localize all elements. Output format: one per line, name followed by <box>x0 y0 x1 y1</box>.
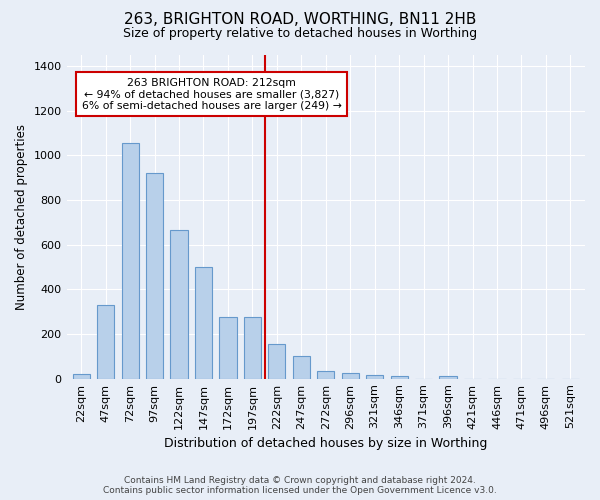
Text: Size of property relative to detached houses in Worthing: Size of property relative to detached ho… <box>123 28 477 40</box>
Bar <box>317 371 334 378</box>
Bar <box>146 174 163 378</box>
Bar <box>268 344 286 378</box>
Bar <box>293 356 310 378</box>
Bar <box>97 305 114 378</box>
Bar <box>391 376 407 378</box>
Text: 263, BRIGHTON ROAD, WORTHING, BN11 2HB: 263, BRIGHTON ROAD, WORTHING, BN11 2HB <box>124 12 476 28</box>
Bar <box>73 374 90 378</box>
Bar <box>341 373 359 378</box>
Bar <box>244 318 261 378</box>
Text: 263 BRIGHTON ROAD: 212sqm
← 94% of detached houses are smaller (3,827)
6% of sem: 263 BRIGHTON ROAD: 212sqm ← 94% of detac… <box>82 78 341 111</box>
X-axis label: Distribution of detached houses by size in Worthing: Distribution of detached houses by size … <box>164 437 487 450</box>
Y-axis label: Number of detached properties: Number of detached properties <box>15 124 28 310</box>
Bar <box>195 267 212 378</box>
Bar <box>220 318 236 378</box>
Bar <box>170 230 188 378</box>
Text: Contains HM Land Registry data © Crown copyright and database right 2024.
Contai: Contains HM Land Registry data © Crown c… <box>103 476 497 495</box>
Bar <box>439 376 457 378</box>
Bar <box>122 143 139 378</box>
Bar <box>366 374 383 378</box>
